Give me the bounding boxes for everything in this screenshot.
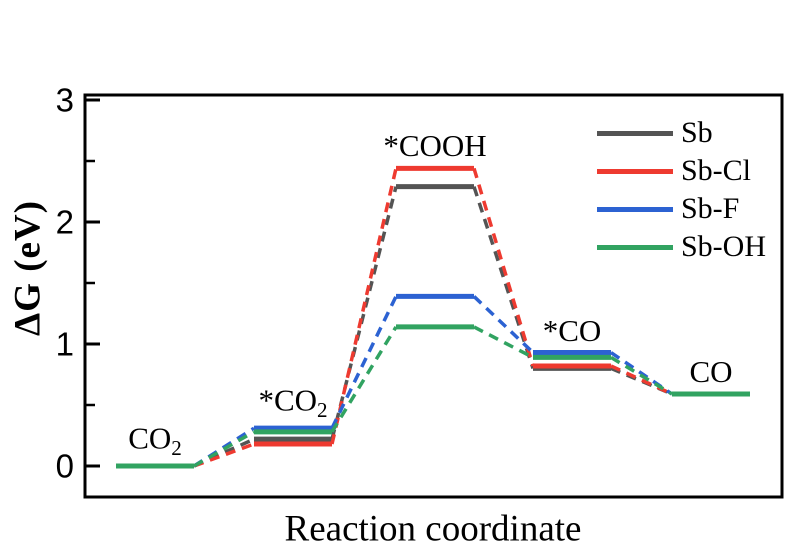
- connector-segment: [610, 364, 673, 396]
- connector-segment: [472, 295, 535, 354]
- y-tick-label-2: 2: [55, 203, 74, 241]
- y-tick-label-1: 1: [55, 325, 74, 363]
- legend-item-Sb-F: Sb-F: [597, 190, 766, 228]
- stage-label-text: CO: [689, 354, 733, 390]
- stage-label-*CO2: *CO2: [258, 385, 327, 421]
- stage-label-text: CO: [128, 420, 172, 456]
- stage-label-text: *COOH: [383, 128, 487, 164]
- connector-segment: [473, 325, 534, 359]
- stage-label-CO: CO: [689, 356, 732, 387]
- legend: Sb Sb-Cl Sb-F Sb-OH: [597, 114, 766, 266]
- legend-item-Sb-OH: Sb-OH: [597, 228, 766, 266]
- stage-label-text: *CO: [542, 312, 602, 348]
- plot-frame: [83, 93, 784, 499]
- stage-label-subscript: 2: [171, 435, 182, 460]
- connector-segment: [610, 355, 673, 396]
- stage-label-text: *CO: [258, 382, 318, 418]
- connector-segment: [330, 326, 398, 433]
- series-Sb-F: [116, 293, 750, 469]
- connector-segment: [193, 430, 255, 468]
- connector-segment: [472, 167, 535, 367]
- legend-label: Sb-F: [681, 192, 740, 225]
- stage-label-*COOH: *COOH: [383, 130, 486, 161]
- connector-segment: [330, 167, 398, 445]
- series-Sb-OH: [116, 324, 750, 469]
- legend-item-Sb-Cl: Sb-Cl: [597, 152, 766, 190]
- stage-label-subscript: 2: [317, 398, 328, 423]
- connector-segment: [330, 295, 398, 429]
- y-tick-label-3: 3: [55, 81, 74, 119]
- y-tick-label-0: 0: [55, 447, 74, 485]
- legend-item-Sb: Sb: [597, 114, 766, 152]
- legend-label: Sb: [681, 116, 713, 149]
- legend-line-swatch: [597, 244, 673, 250]
- x-axis-title: Reaction coordinate: [284, 508, 582, 550]
- connector-segment: [330, 186, 398, 440]
- legend-line-swatch: [597, 130, 673, 136]
- legend-line-swatch: [597, 206, 673, 212]
- legend-label: Sb-OH: [681, 230, 767, 263]
- legend-line-swatch: [597, 168, 673, 174]
- stage-label-*CO: *CO: [543, 315, 602, 346]
- connector-segment: [193, 442, 255, 468]
- connector-segment: [193, 437, 255, 468]
- legend-label: Sb-Cl: [681, 154, 752, 187]
- connector-segment: [610, 351, 673, 396]
- stage-label-CO2: CO2: [128, 423, 182, 459]
